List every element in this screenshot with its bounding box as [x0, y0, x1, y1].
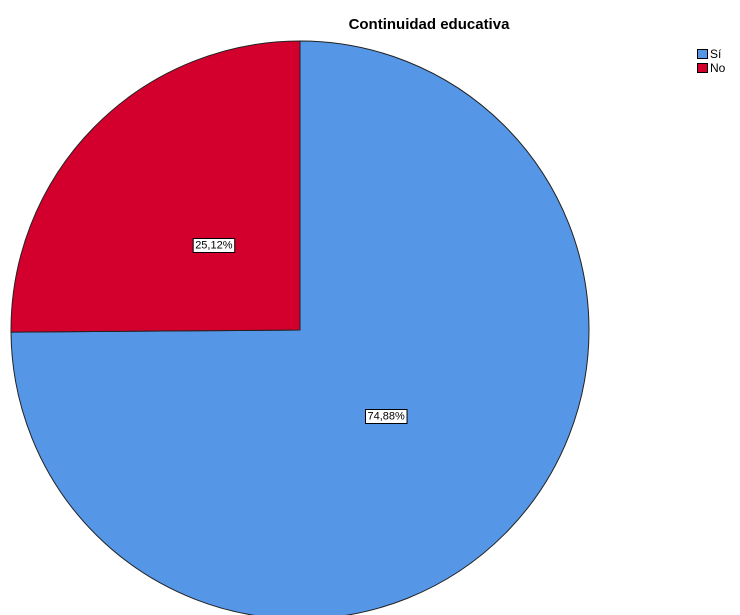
pie-slice-1: [10, 40, 301, 333]
data-label-text-1: 25,12%: [195, 239, 233, 251]
legend-item-no: No: [697, 61, 725, 75]
legend: Sí No: [697, 47, 725, 75]
legend-swatch-si: [697, 49, 708, 59]
data-label-text-0: 74,88%: [367, 411, 405, 423]
chart-title: Continuidad educativa: [348, 16, 510, 33]
data-label-1: 25,12%: [192, 237, 236, 253]
legend-item-si: Sí: [697, 47, 725, 61]
data-label-0: 74,88%: [364, 409, 408, 425]
legend-swatch-no: [697, 63, 708, 73]
legend-label-si: Sí: [710, 47, 722, 61]
legend-label-no: No: [710, 61, 726, 75]
